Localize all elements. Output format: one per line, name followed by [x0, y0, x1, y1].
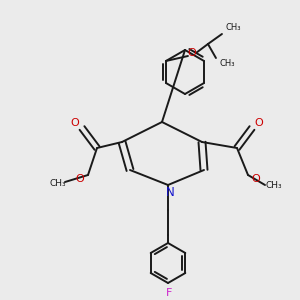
Text: O: O	[76, 174, 84, 184]
Text: CH₃: CH₃	[220, 59, 236, 68]
Text: O: O	[252, 174, 260, 184]
Text: F: F	[166, 288, 172, 298]
Text: CH₃: CH₃	[226, 23, 242, 32]
Text: O: O	[188, 48, 196, 58]
Text: CH₃: CH₃	[266, 182, 282, 190]
Text: CH₃: CH₃	[50, 179, 66, 188]
Text: O: O	[255, 118, 263, 128]
Text: O: O	[70, 118, 80, 128]
Text: N: N	[166, 187, 174, 200]
